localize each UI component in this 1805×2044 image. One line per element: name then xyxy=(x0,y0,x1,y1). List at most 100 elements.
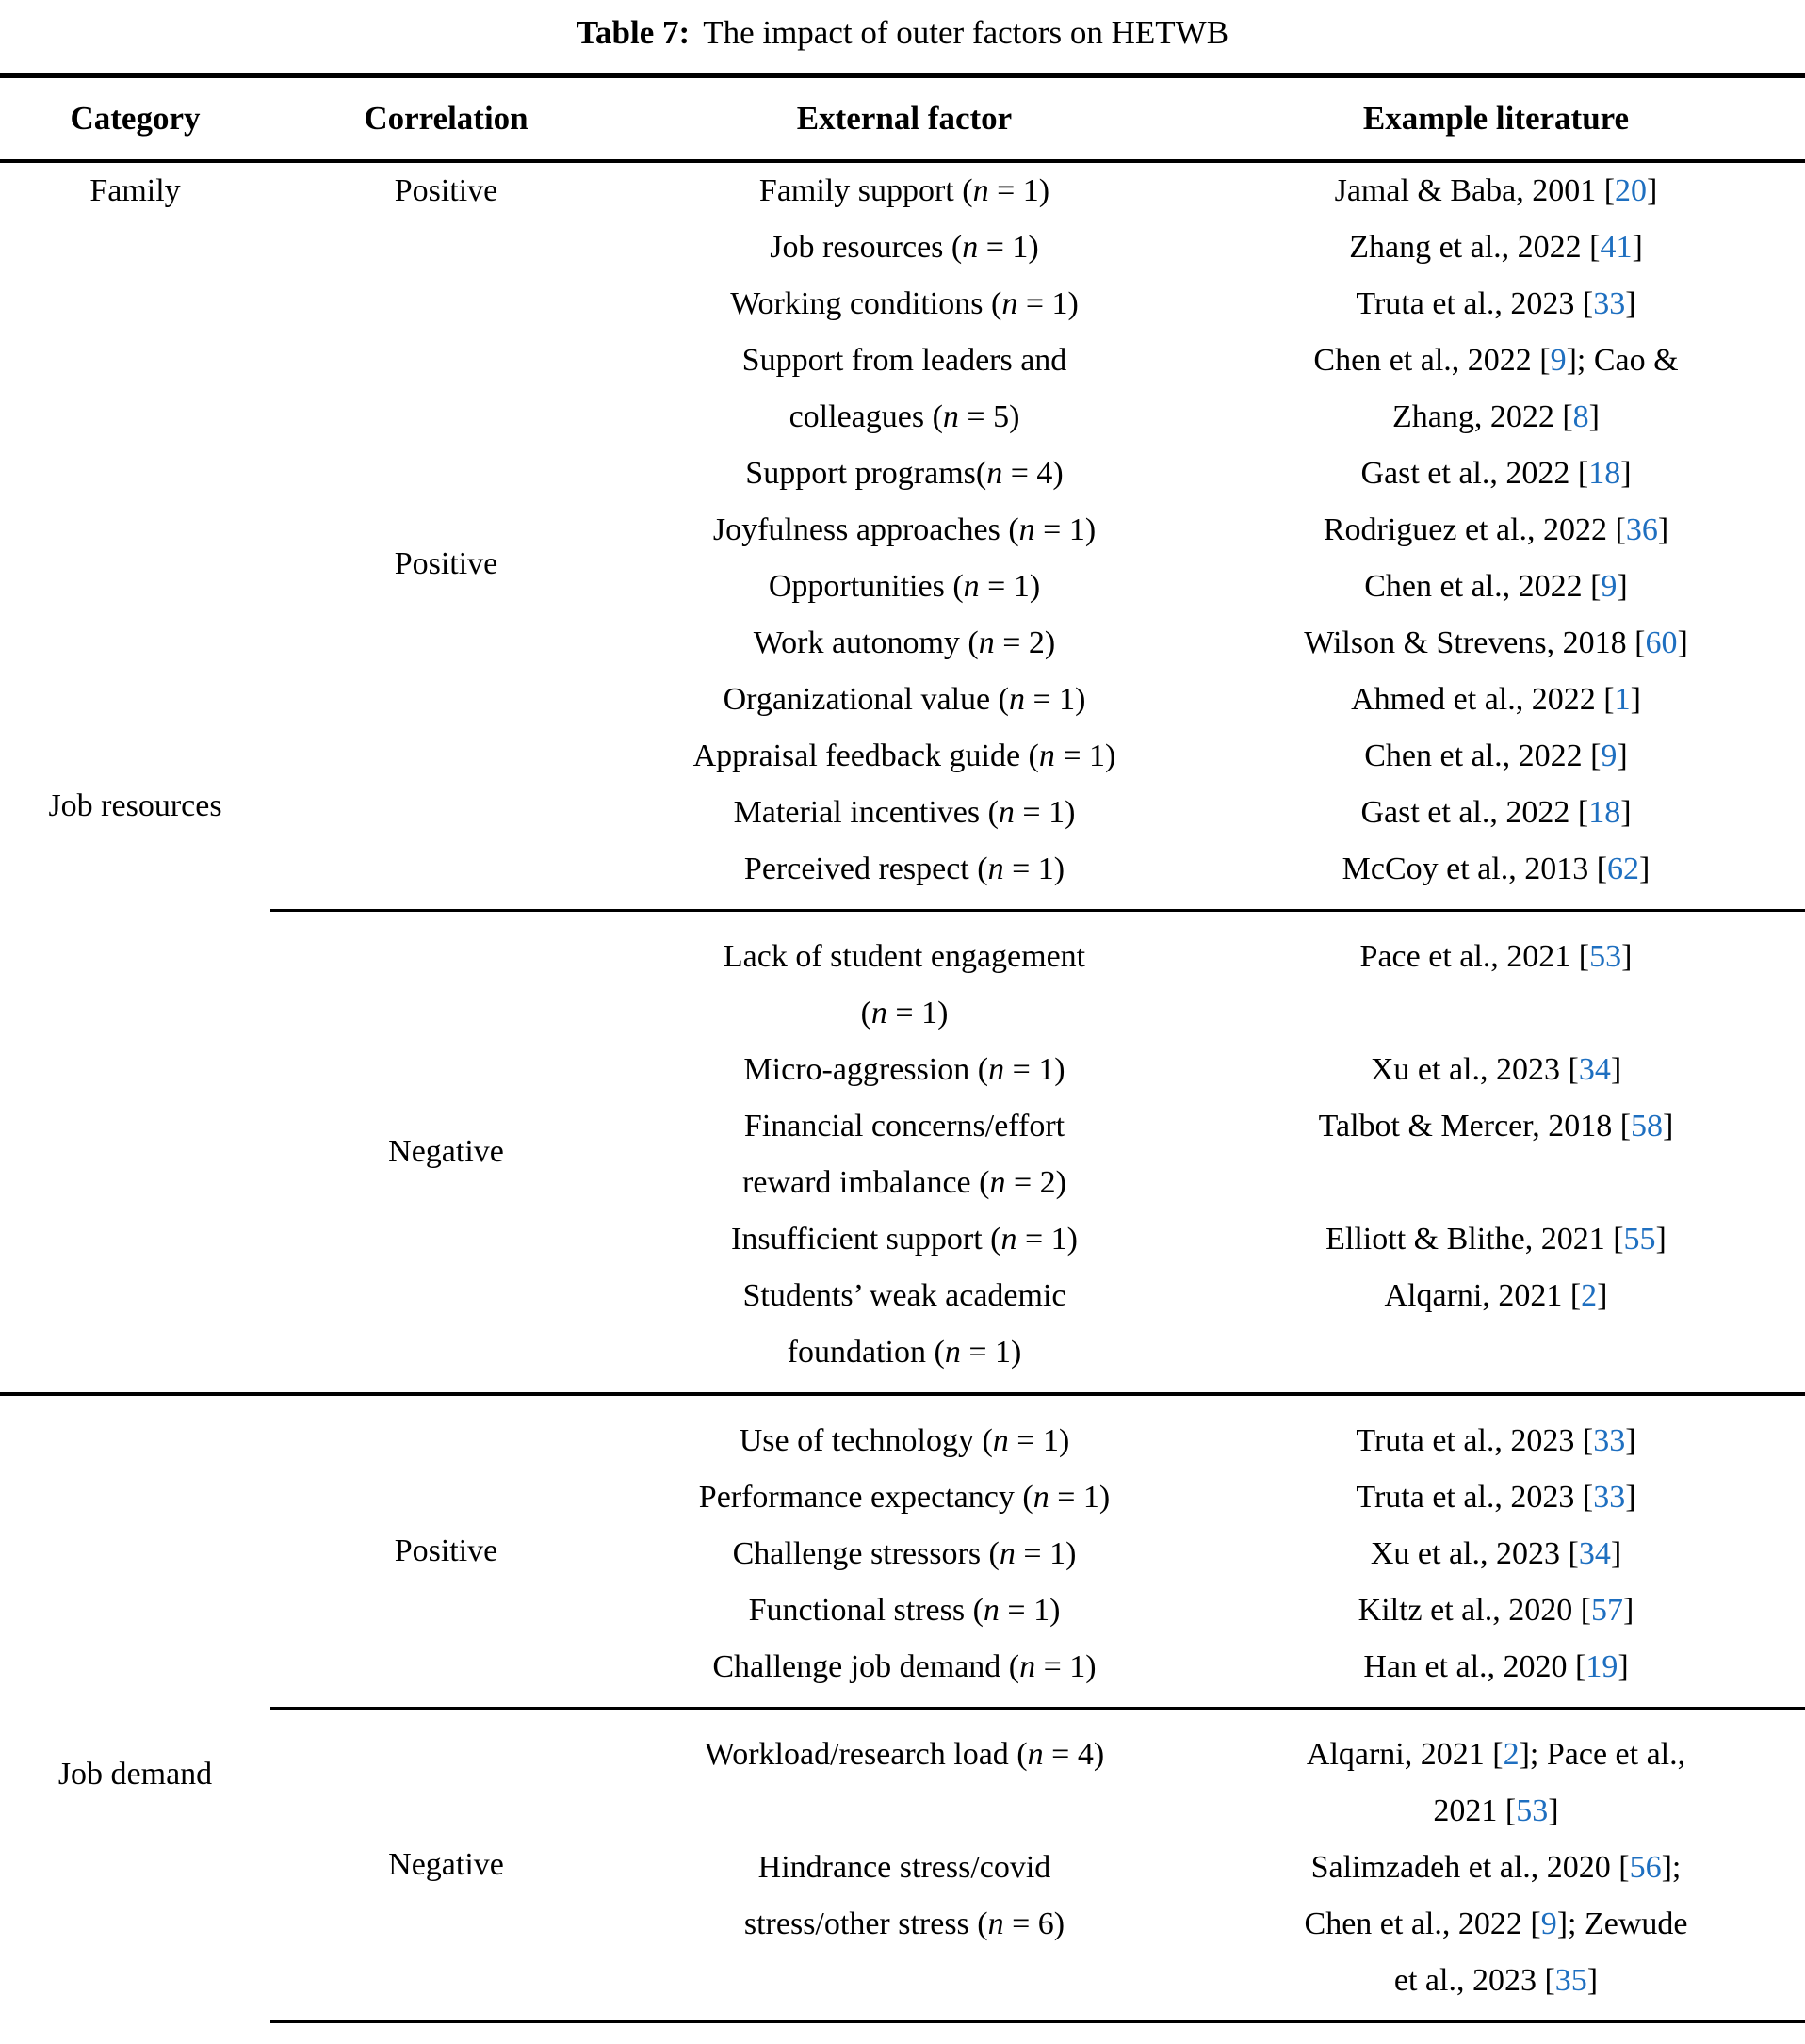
table-row: Working conditions (n = 1) Truta et al., … xyxy=(0,276,1805,333)
external-factor-cell: Working hours (n = 1) xyxy=(622,2022,1187,2044)
table-row: Negative Lack of student engagement (n = 1… xyxy=(0,910,1805,1396)
citation-ref-link[interactable]: 34 xyxy=(1578,1536,1611,1571)
external-factor-cell: Work autonomy (n = 2) xyxy=(753,625,1056,660)
citation-ref-link[interactable]: 41 xyxy=(1600,230,1633,265)
caption-label: Table 7: xyxy=(576,14,691,51)
citation-ref-link[interactable]: 58 xyxy=(1631,1109,1664,1144)
external-factor-cell: Joyfulness approaches (n = 1) xyxy=(712,512,1097,547)
citation-ref-link[interactable]: 56 xyxy=(1629,1850,1662,1885)
external-factor-cell: Functional stress (n = 1) xyxy=(748,1593,1061,1628)
citation-ref-link[interactable]: 53 xyxy=(1589,939,1622,974)
table-row: Job demand Positive Use of technology (n =… xyxy=(0,1394,1805,1792)
citation-ref-link[interactable]: 57 xyxy=(1591,1593,1624,1628)
citation-ref-link[interactable]: 33 xyxy=(1593,1423,1626,1458)
example-literature-cell: Truta et al., 2023 [33] xyxy=(1356,1480,1636,1515)
correlation-cell: Positive xyxy=(394,173,498,208)
external-factor-cell: Opportunities (n = 1) xyxy=(768,569,1041,604)
external-factor-cell: Appraisal feedback guide (n = 1) xyxy=(692,738,1116,773)
citation-ref-link[interactable]: 34 xyxy=(1578,1052,1611,1087)
external-factor-cell: Working conditions (n = 1) xyxy=(730,286,1079,321)
caption-text: The impact of outer factors on HETWB xyxy=(703,14,1229,51)
external-factor-cell: Insufficient support (n = 1) xyxy=(731,1222,1078,1257)
example-literature-cell: Talbot & Mercer, 2018 [58] xyxy=(1318,1109,1674,1144)
citation-ref-link[interactable]: 36 xyxy=(1625,512,1658,547)
example-literature-cell: Gast et al., 2022 [18] xyxy=(1360,456,1632,491)
table-row: Students’ weak academic foundation (n = 1… xyxy=(0,1268,1805,1396)
citation-ref-link[interactable]: 9 xyxy=(1601,738,1618,773)
citation-ref-link[interactable]: 18 xyxy=(1588,456,1621,491)
example-literature-cell: Xu et al., 2023 [34] xyxy=(1370,1536,1622,1571)
table-row: Family Positive Family support (n = 1) Jama… xyxy=(0,161,1805,219)
external-factor-cell: Support programs(n = 4) xyxy=(745,456,1064,491)
external-factor-cell: Financial concerns/effort reward imbalanc… xyxy=(742,1109,1066,1200)
example-literature-cell: Han et al., 2020 [19] xyxy=(1187,1639,1805,1710)
citation-ref-link[interactable]: 55 xyxy=(1623,1222,1656,1257)
table-row: Micro-aggression (n = 1) Xu et al., 2023 … xyxy=(0,1042,1805,1098)
table-row: Insufficient support (n = 1) Elliott & Bl… xyxy=(0,1211,1805,1268)
citation-ref-link[interactable]: 33 xyxy=(1593,1480,1626,1515)
external-factor-cell: Material incentives (n = 1) xyxy=(733,795,1076,830)
citation-ref-link[interactable]: 8 xyxy=(1572,399,1589,434)
table-row: Support programs(n = 4) Gast et al., 2022… xyxy=(0,446,1805,502)
external-factor-cell: Challenge stressors (n = 1) xyxy=(732,1536,1077,1571)
table-row: Appraisal feedback guide (n = 1) Chen et … xyxy=(0,728,1805,785)
external-factor-cell: Perceived respect (n = 1) xyxy=(622,841,1187,912)
citation-ref-link[interactable]: 2 xyxy=(1581,1278,1598,1313)
table-row: Joyfulness approaches (n = 1) Rodriguez e… xyxy=(0,502,1805,559)
example-literature-cell: Chen et al., 2022 [9] xyxy=(1364,738,1628,773)
external-factor-cell: Family support (n = 1) xyxy=(758,173,1050,208)
citation-ref-link[interactable]: 1 xyxy=(1614,682,1631,717)
example-literature-cell: McCoy et al., 2013 [62] xyxy=(1187,841,1805,912)
example-literature-cell: Alqarni, 2021 [2]; Pace et al., 2021 [53] xyxy=(1306,1737,1686,1828)
external-factor-cell: Use of technology (n = 1) xyxy=(739,1423,1070,1458)
category-cell: Job demand xyxy=(57,1757,213,1792)
citation-ref-link[interactable]: 19 xyxy=(1585,1649,1618,1684)
table-row: Functional stress (n = 1) Kiltz et al., 2… xyxy=(0,1582,1805,1639)
correlation-cell: Negative xyxy=(270,910,622,1396)
citation-ref-link[interactable]: 60 xyxy=(1645,625,1678,660)
example-literature-cell: Elliott & Blithe, 2021 [55] xyxy=(1325,1222,1667,1257)
table-row: Performance expectancy (n = 1) Truta et a… xyxy=(0,1469,1805,1526)
citation-ref-link[interactable]: 33 xyxy=(1593,286,1626,321)
citation-ref-link[interactable]: 9 xyxy=(1540,1906,1557,1941)
citation-ref-link[interactable]: 53 xyxy=(1516,1793,1549,1828)
example-literature-cell: Truta et al., 2023 [33] xyxy=(1356,286,1636,321)
example-literature-cell: Alqarni, 2021 [2] xyxy=(1187,1268,1805,1396)
table-row: No significantWorking hours (n = 1)Chen … xyxy=(0,2022,1805,2044)
citation-ref-link[interactable]: 35 xyxy=(1554,1963,1587,1998)
table-body: Family Positive Family support (n = 1) Jama… xyxy=(0,161,1805,2044)
table-caption: Table 7: The impact of outer factors on H… xyxy=(0,13,1805,53)
table-row: Challenge job demand (n = 1) Han et al., … xyxy=(0,1639,1805,1710)
external-factor-cell: Organizational value (n = 1) xyxy=(723,682,1086,717)
table-row: Perceived respect (n = 1) McCoy et al., 2… xyxy=(0,841,1805,912)
column-header-example-literature: Example literature xyxy=(1187,75,1805,163)
citation-ref-link[interactable]: 9 xyxy=(1550,343,1567,378)
external-factor-cell: Support from leaders and colleagues (n = … xyxy=(741,343,1067,434)
example-literature-cell: Ahmed et al., 2022 [1] xyxy=(1351,682,1641,717)
citation-ref-link[interactable]: 18 xyxy=(1588,795,1621,830)
column-header-category: Category xyxy=(0,75,270,163)
external-factor-cell: Micro-aggression (n = 1) xyxy=(743,1052,1065,1087)
table-row: Organizational value (n = 1) Ahmed et al.… xyxy=(0,672,1805,728)
correlation-cell: Positive xyxy=(270,1394,622,1710)
citation-ref-link[interactable]: 20 xyxy=(1615,173,1648,208)
citation-ref-link[interactable]: 2 xyxy=(1503,1737,1520,1772)
example-literature-cell: Zhang et al., 2022 [41] xyxy=(1349,230,1643,265)
table-row: Material incentives (n = 1) Gast et al., … xyxy=(0,785,1805,841)
example-literature-cell: Jamal & Baba, 2001 [20] xyxy=(1334,173,1658,208)
external-factor-cell: Workload/research load (n = 4) xyxy=(704,1737,1105,1772)
column-header-external-factor: External factor xyxy=(622,75,1187,163)
citation-ref-link[interactable]: 9 xyxy=(1601,569,1618,604)
table-row: Negative Workload/research load (n = 4) Al… xyxy=(0,1708,1805,2023)
citation-ref-link[interactable]: 62 xyxy=(1607,852,1640,886)
example-literature-cell: Kiltz et al., 2020 [57] xyxy=(1358,1593,1634,1628)
correlation-cell: Positive xyxy=(270,219,622,912)
example-literature-cell: Chen et al., 2022 [9] xyxy=(1187,2022,1805,2044)
example-literature-cell: Chen et al., 2022 [9]; Cao & Zhang, 2022 … xyxy=(1313,343,1679,434)
external-factor-cell: Performance expectancy (n = 1) xyxy=(698,1480,1111,1515)
table-row: Opportunities (n = 1) Chen et al., 2022 [… xyxy=(0,559,1805,615)
example-literature-cell: Gast et al., 2022 [18] xyxy=(1360,795,1632,830)
example-literature-cell: Salimzadeh et al., 2020 [56]; Chen et al.… xyxy=(1187,1840,1805,2023)
external-factor-cell: Challenge job demand (n = 1) xyxy=(622,1639,1187,1710)
